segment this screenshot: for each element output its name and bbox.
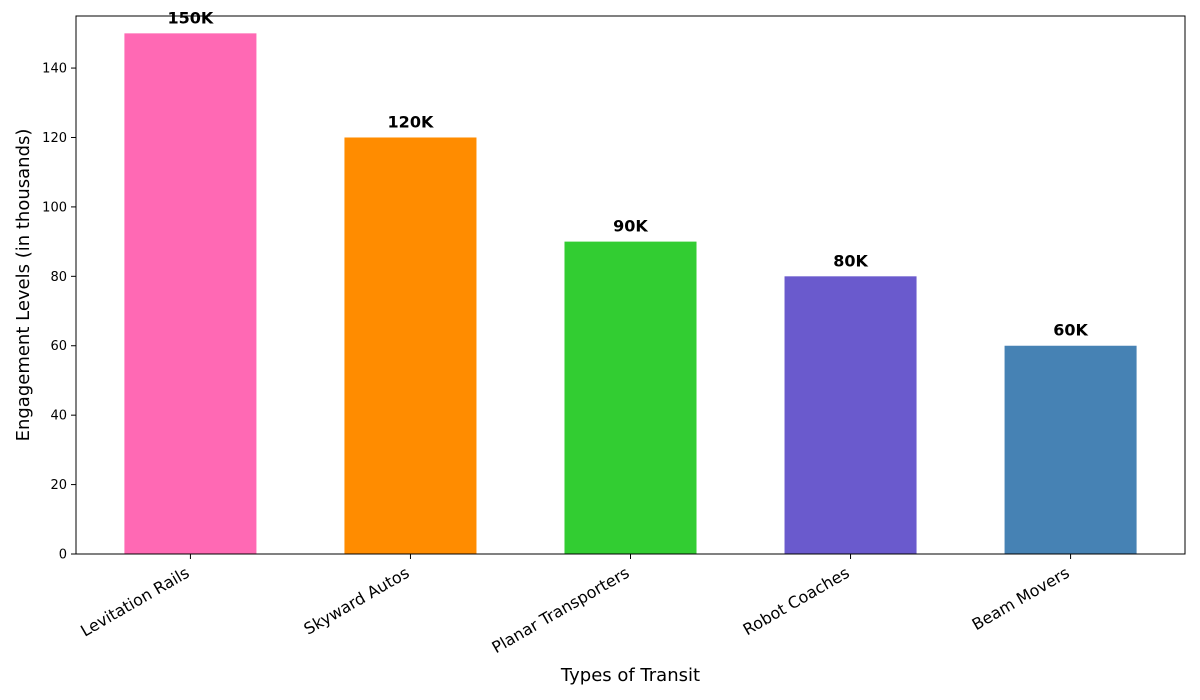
bar — [344, 137, 477, 554]
x-axis: Levitation Rails Skyward Autos Planar Tran… — [77, 554, 1073, 657]
bar — [1004, 345, 1137, 554]
bar — [784, 276, 917, 554]
data-label: 150K — [168, 8, 214, 27]
x-tick-label: Skyward Autos — [301, 563, 413, 639]
y-tick-label: 40 — [50, 409, 67, 424]
data-label: 60K — [1053, 321, 1088, 340]
y-tick-label: 140 — [42, 62, 67, 77]
bars-group — [124, 33, 1137, 554]
x-tick-label: Beam Movers — [969, 563, 1073, 634]
y-tick-label: 80 — [50, 270, 67, 285]
x-axis-title: Types of Transit — [560, 665, 700, 686]
bar — [124, 33, 257, 554]
data-label: 80K — [833, 251, 868, 270]
bar — [564, 241, 697, 554]
x-tick-label: Planar Transporters — [488, 563, 632, 657]
y-tick-label: 0 — [59, 548, 67, 563]
y-axis-title: Engagement Levels (in thousands) — [13, 129, 34, 442]
data-label: 120K — [388, 112, 434, 131]
x-tick-label: Levitation Rails — [77, 563, 192, 640]
y-tick-label: 60 — [50, 339, 67, 354]
y-tick-label: 20 — [50, 478, 67, 493]
y-axis: 0 20 40 60 80 100 120 140 — [42, 62, 76, 563]
x-tick-label: Robot Coaches — [740, 563, 853, 639]
data-labels-group: 150K 120K 90K 80K 60K — [168, 8, 1089, 339]
y-tick-label: 100 — [42, 200, 67, 215]
data-label: 90K — [613, 217, 648, 236]
y-tick-label: 120 — [42, 131, 67, 146]
